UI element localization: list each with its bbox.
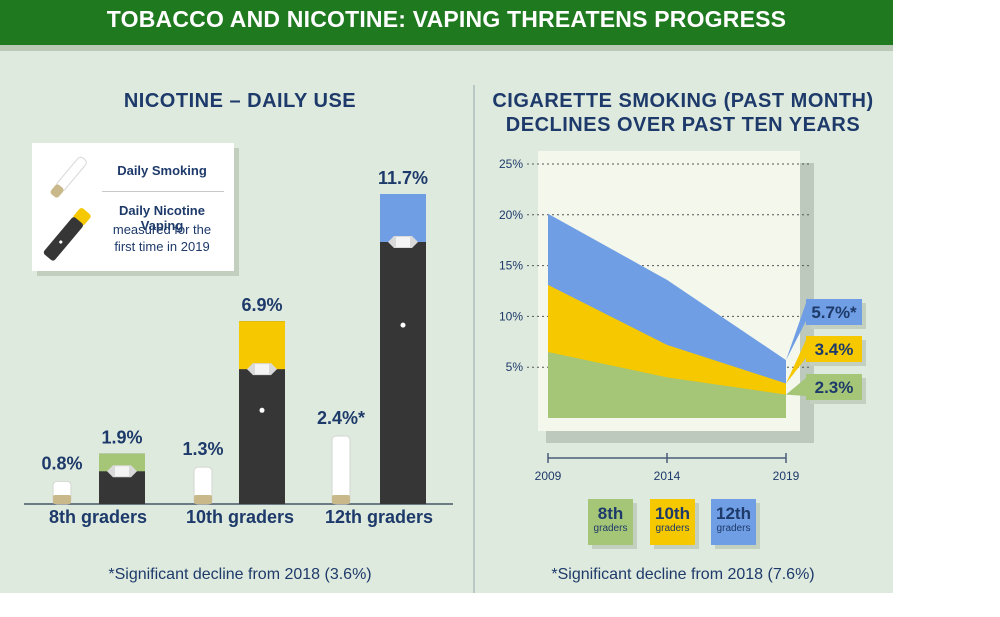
right-title-line2: DECLINES OVER PAST TEN YEARS: [505, 114, 861, 136]
cigarette-bar: [331, 435, 351, 505]
vaping-value-label: 6.9%: [241, 295, 282, 315]
callout-pointer: [786, 303, 806, 361]
callout-box: [806, 374, 862, 400]
page-title: TOBACCO AND NICOTINE: VAPING THREATENS P…: [106, 6, 787, 32]
vape-device-icon: [43, 208, 91, 261]
vape-bar: [380, 194, 426, 504]
y-tick-label: 20%: [499, 208, 523, 222]
cigarette-icon: [50, 156, 87, 198]
callout-pointer: [786, 340, 806, 384]
smoking-value-label: 0.8%: [41, 453, 82, 473]
y-tick-label: 10%: [499, 309, 523, 323]
vape-connector-highlight: [396, 237, 410, 247]
badge-10th-sub: graders: [655, 523, 690, 534]
left-footnote: *Significant decline from 2018 (3.6%): [108, 566, 372, 583]
legend-vaping-note: measured for the first time in 2019: [102, 221, 222, 255]
y-tick-label: 5%: [506, 360, 524, 374]
callout-value: 2.3%: [815, 378, 854, 397]
vape-pod: [99, 453, 145, 472]
vape-led: [400, 322, 406, 328]
callout-value: 5.7%*: [811, 303, 857, 322]
category-label: 12th graders: [325, 507, 433, 527]
cigarette-paper: [331, 435, 351, 505]
cigarette-filter: [194, 495, 212, 504]
callout-value: 3.4%: [815, 340, 854, 359]
vape-pod: [239, 321, 285, 370]
content-panel: NICOTINE – DAILY USE CIGARETTE SMOKING (…: [0, 51, 893, 593]
daily-use-bar-chart: 0.8% 1.9% 8th graders 1.3% 6.9% 10th graders 2…: [24, 168, 453, 527]
panel-divider: [473, 85, 475, 593]
category-label: 8th graders: [49, 507, 147, 527]
vape-connector-highlight: [255, 364, 269, 375]
legend-separator: [102, 191, 224, 192]
header-banner: TOBACCO AND NICOTINE: VAPING THREATENS P…: [0, 0, 893, 51]
vape-bar: [99, 453, 145, 504]
badge-8th: 8th graders: [588, 499, 633, 545]
legend-vaping-label: Daily Nicotine Vaping: [119, 203, 205, 233]
cigarette-bar: [193, 466, 213, 505]
x-tick-label: 2019: [773, 469, 800, 483]
badge-8th-sub: graders: [593, 523, 628, 534]
badge-8th-grade: 8th: [597, 504, 624, 523]
smoking-area-chart: 5% 10% 15% 20% 25% 2009 2014 2019 5.7%* 3.4% 2.3%: [499, 151, 866, 483]
callout-box: [806, 299, 862, 325]
callout-pointer: [786, 378, 806, 396]
legend-smoking-label: Daily Smoking: [117, 163, 207, 178]
cigarette-filter: [332, 495, 350, 504]
vaping-value-label: 11.7%: [378, 168, 428, 188]
callout-box: [806, 336, 862, 362]
cigarette-bar: [52, 480, 72, 505]
right-footnote: *Significant decline from 2018 (7.6%): [551, 566, 815, 583]
x-tick-label: 2014: [654, 469, 681, 483]
badge-12th-grade: 12th: [716, 504, 751, 523]
area-0: [548, 351, 786, 418]
y-tick-label: 15%: [499, 259, 523, 273]
vape-led: [259, 407, 265, 413]
legend-note-line2: first time in 2019: [114, 239, 210, 254]
x-tick-label: 2009: [535, 469, 562, 483]
right-title-line1: CIGARETTE SMOKING (PAST MONTH): [492, 90, 874, 112]
badge-10th: 10th graders: [650, 499, 695, 545]
vaping-value-label: 1.9%: [101, 428, 142, 448]
cigarette-filter: [53, 495, 71, 504]
chart-legend: Daily Smoking Daily Nicotine Vaping meas…: [32, 143, 234, 271]
badge-12th: 12th graders: [711, 499, 756, 545]
vape-connector-highlight: [115, 466, 129, 477]
category-label: 10th graders: [186, 507, 294, 527]
vape-bar: [239, 321, 285, 504]
left-panel-title: NICOTINE – DAILY USE: [123, 90, 357, 112]
right-panel-title: CIGARETTE SMOKING (PAST MONTH) DECLINES …: [477, 89, 889, 137]
y-tick-label: 25%: [499, 157, 523, 171]
badge-12th-sub: graders: [716, 523, 751, 534]
badge-10th-grade: 10th: [655, 504, 690, 523]
legend-note-line1: measured for the: [112, 222, 212, 237]
vape-pod: [380, 194, 426, 242]
smoking-value-label: 1.3%: [182, 439, 223, 459]
smoking-value-label: 2.4%*: [317, 408, 365, 428]
